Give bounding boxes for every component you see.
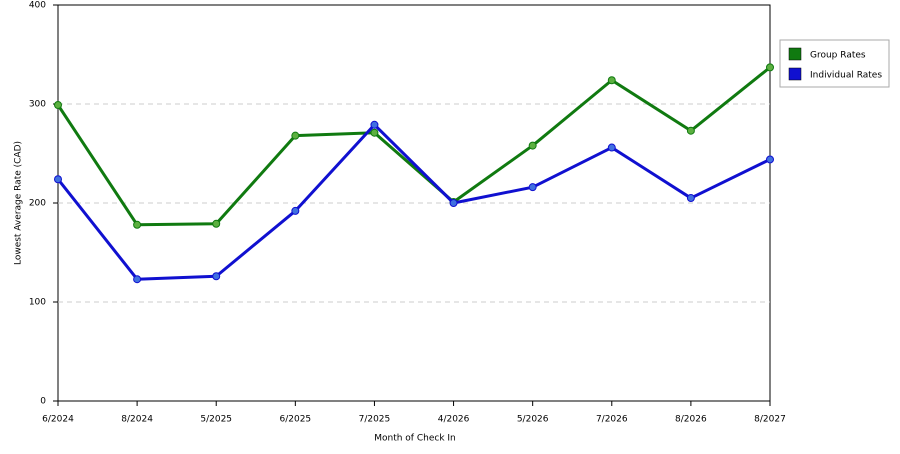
data-point [54, 100, 62, 109]
data-point [370, 128, 379, 137]
data-point [528, 183, 537, 192]
x-tick-label: 8/2026 [675, 415, 707, 425]
data-point [528, 141, 537, 150]
y-axis-label: Lowest Average Rate (CAD) [14, 141, 24, 265]
data-point [686, 126, 695, 135]
data-point [291, 131, 300, 140]
x-tick-label: 4/2026 [438, 415, 470, 425]
series-line [56, 123, 771, 281]
data-point [54, 175, 62, 184]
x-tick-label: 8/2027 [754, 415, 786, 425]
x-tick-label: 6/2024 [42, 415, 74, 425]
y-tick-label: 0 [40, 397, 46, 407]
data-point [607, 76, 616, 85]
legend-swatch [788, 47, 802, 61]
y-tick-label: 100 [29, 298, 46, 308]
y-tick-label: 200 [29, 199, 46, 209]
data-point [449, 199, 458, 207]
x-tick-label: 5/2026 [517, 415, 549, 425]
x-tick-label: 8/2024 [121, 415, 153, 425]
x-tick-label: 7/2025 [359, 415, 391, 425]
data-point [766, 155, 774, 164]
y-tick-label: 400 [29, 1, 46, 11]
data-point [291, 206, 300, 215]
x-tick-label: 6/2025 [279, 415, 311, 425]
x-tick-label: 7/2026 [596, 415, 628, 425]
series-line [56, 66, 771, 227]
data-point [212, 219, 221, 228]
data-point [133, 220, 142, 229]
data-point [212, 272, 221, 281]
legend-label: Individual Rates [810, 71, 882, 81]
data-point [133, 275, 142, 284]
x-tick-label: 5/2025 [200, 415, 232, 425]
data-point [686, 194, 695, 203]
x-axis-label: Month of Check In [374, 434, 456, 444]
y-tick-label: 300 [29, 100, 46, 110]
legend-label: Group Rates [810, 51, 866, 61]
data-point [766, 63, 774, 72]
data-point [607, 143, 616, 152]
data-point [370, 120, 379, 129]
legend-swatch [788, 67, 802, 81]
